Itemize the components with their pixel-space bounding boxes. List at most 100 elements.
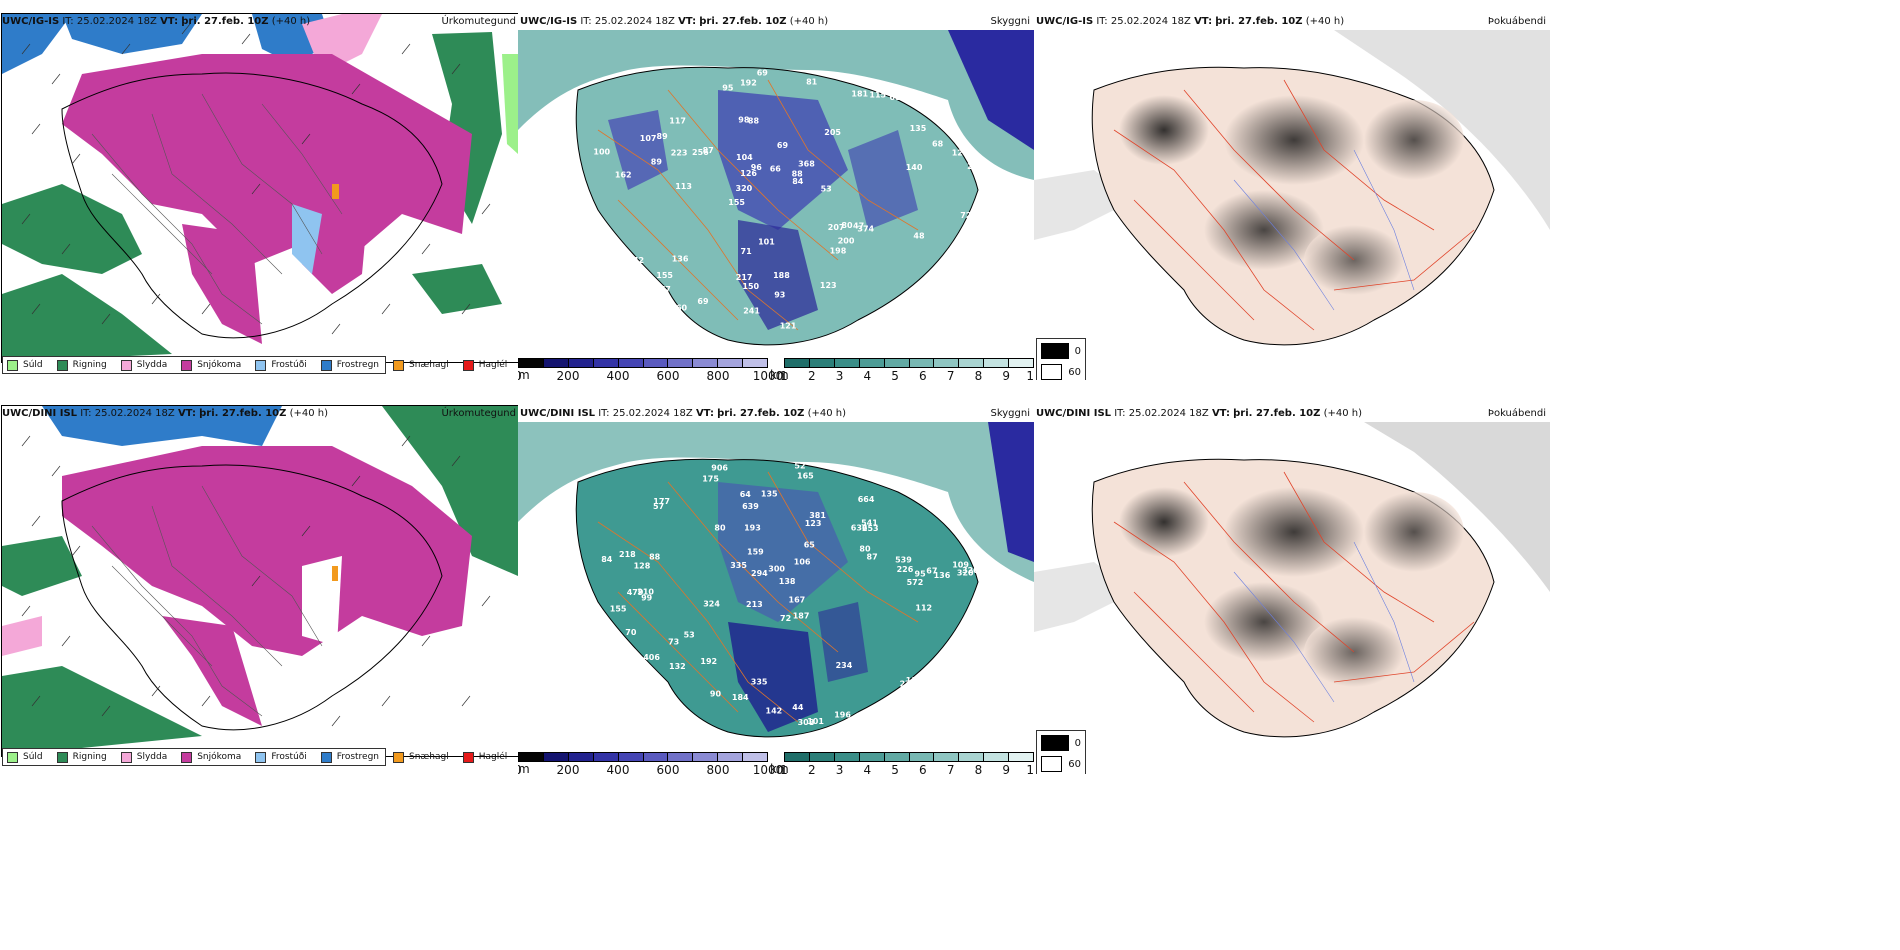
precip-type-panel-bottom: UWC/DINI ISL IT: 25.02.2024 18Z VT: þri.… (0, 404, 520, 774)
visibility-value-label: 95 (915, 569, 927, 578)
colorbar-swatch (743, 359, 768, 367)
visibility-value-label: 664 (858, 495, 875, 504)
visibility-value-label: 218 (619, 550, 636, 559)
visibility-value-label: 69 (777, 141, 789, 150)
colorbar-tick: 7 (946, 369, 955, 380)
visibility-value-label: 126 (740, 169, 757, 178)
elevation-colorbar: 0 200 400 600 800 1000 m (518, 358, 783, 380)
visibility-value-label: 53 (821, 185, 832, 194)
colorbar-tick: 3 (835, 369, 844, 380)
visibility-value-label: 165 (797, 471, 814, 480)
visibility-value-label: 188 (773, 271, 790, 280)
visibility-value-label: 237 (906, 688, 923, 697)
visibility-value-label: 64 (740, 490, 752, 499)
colorbar-swatch (959, 753, 985, 761)
legend-item-slydda: Slydda (120, 751, 167, 763)
visibility-value-label: 159 (747, 548, 764, 557)
colorbar-swatch (984, 753, 1010, 761)
panel-name: Skyggni (990, 16, 1030, 27)
legend-item-frostregn: Frostregn (320, 359, 379, 371)
colorbar-tick: 400 (606, 763, 630, 774)
visibility-map: 1621552059869142877788368374192219207683… (518, 30, 1034, 360)
visibility-value-label: 113 (675, 182, 692, 191)
fog-legend-swatch (1041, 756, 1063, 772)
visibility-value-label: 271 (900, 680, 917, 689)
elevation-colorbar-ticks: 0 200 400 600 800 1000 (518, 368, 783, 380)
colorbar-tick: 9 (1002, 369, 1011, 380)
visibility-value-label: 44 (792, 703, 804, 712)
colorbar-tick: 1000 (752, 369, 784, 380)
legend-item-snjokoma: Snjókoma (181, 359, 241, 371)
visibility-value-label: 117 (895, 307, 912, 316)
visibility-value-label: 84 (792, 177, 804, 186)
colorbar-swatch (743, 753, 768, 761)
visibility-value-label: 72 (780, 614, 791, 623)
legend-swatch (320, 751, 332, 763)
visibility-value-label: 100 (593, 148, 610, 157)
colorbar-tick: 2 (807, 369, 816, 380)
visibility-value-label: 210 (637, 588, 654, 597)
visibility-value-label: 108 (921, 279, 938, 288)
visibility-value-label: 67 (926, 566, 937, 575)
visibility-value-label: 308 (798, 718, 815, 727)
visibility-value-label: 66 (770, 165, 782, 174)
visibility-value-label: 71 (741, 247, 753, 256)
visibility-value-label: 198 (830, 247, 847, 256)
legend-swatch (120, 751, 132, 763)
colorbar-swatch (909, 359, 935, 367)
elevation-colorbar: 0 200 400 600 800 1000 m (518, 752, 783, 774)
legend-swatch (7, 359, 18, 371)
visibility-value-label: 181 (851, 89, 868, 98)
panel-title: UWC/DINI ISL IT: 25.02.2024 18Z VT: þri.… (1036, 408, 1363, 419)
colorbar-swatch (959, 359, 985, 367)
visibility-value-label: 52 (794, 461, 805, 470)
fog-legend: 0 60 (1036, 730, 1086, 774)
visibility-value-label: 109 (952, 561, 969, 570)
colorbar-tick: 200 (556, 369, 580, 380)
legend-item-snaehagl: Snæhagl (393, 751, 449, 763)
fog-index-map (1034, 422, 1550, 752)
colorbar-swatch (618, 359, 644, 367)
colorbar-tick: 10 (1026, 763, 1034, 774)
colorbar-swatch (1009, 359, 1034, 367)
colorbar-swatch (1009, 753, 1034, 761)
visibility-value-label: 123 (805, 519, 822, 528)
legend-swatch (255, 359, 267, 371)
visibility-value-label: 93 (774, 291, 785, 300)
visibility-value-label: 88 (748, 116, 760, 125)
visibility-value-label: 205 (824, 128, 841, 137)
colorbar-tick: 6 (919, 763, 927, 774)
visibility-value-label: 53 (684, 630, 695, 639)
visibility-value-label: 96 (751, 163, 763, 172)
colorbar-swatch (834, 359, 860, 367)
colorbar-tick: 4 (863, 763, 872, 774)
colorbar-swatch (643, 359, 669, 367)
colorbar-swatch (884, 753, 910, 761)
visibility-value-label: 65 (804, 541, 816, 550)
visibility-value-label: 572 (907, 578, 924, 587)
visibility-value-label: 93 (952, 252, 963, 261)
visibility-value-label: 115 (869, 91, 886, 100)
colorbar-swatch (618, 753, 644, 761)
visibility-value-label: 200 (838, 236, 855, 245)
fog-legend-item: 0 (1041, 734, 1081, 752)
visibility-value-label: 72 (960, 211, 971, 220)
visibility-value-label: 80 (714, 524, 726, 533)
legend-swatch (393, 359, 405, 371)
visibility-value-label: 226 (897, 565, 914, 574)
fog-legend-swatch (1041, 343, 1069, 359)
visibility-value-label: 217 (736, 273, 753, 282)
visibility-value-label: 368 (798, 160, 815, 169)
colorbar-swatch (519, 359, 544, 367)
colorbar-swatch (909, 753, 935, 761)
fog-legend-item: 0 (1041, 342, 1081, 360)
visibility-value-label: 479 (627, 588, 644, 597)
visibility-colorbar: 1 2 3 4 5 6 7 8 9 10 km (770, 358, 1034, 380)
visibility-value-label: 98 (738, 116, 750, 125)
colorbar-swatch (568, 359, 594, 367)
colorbar-tick: 1000 (752, 763, 784, 774)
visibility-value-label: 184 (732, 693, 749, 702)
colorbar-tick: 8 (974, 763, 983, 774)
fog-index-panel-top: UWC/IG-IS IT: 25.02.2024 18Z VT: þri. 27… (1034, 12, 1550, 380)
visibility-value-label: 136 (934, 571, 951, 580)
